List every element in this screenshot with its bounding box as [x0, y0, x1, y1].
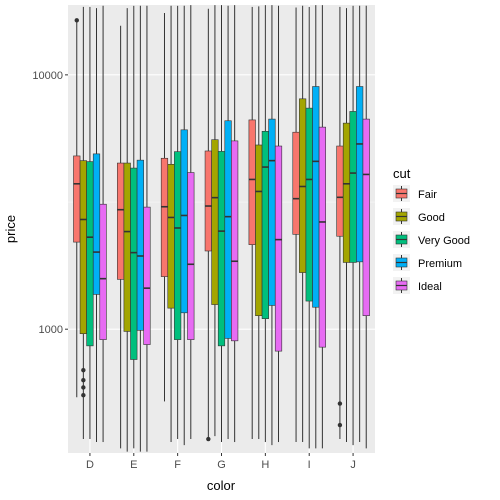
box-body	[123, 162, 131, 332]
legend-title: cut	[393, 166, 411, 181]
boxes-group	[73, 5, 370, 452]
legend-label: Very Good	[418, 235, 470, 247]
box-D-fair	[73, 18, 81, 398]
box-body	[217, 151, 226, 347]
box-J-very-good	[349, 5, 357, 446]
box-body	[167, 163, 175, 309]
box-J-ideal	[362, 5, 370, 449]
legend: cut Fair Good Very Good Premium Ideal	[393, 166, 470, 294]
outlier-point	[74, 18, 79, 23]
outlier-point	[81, 378, 86, 383]
box-body	[73, 155, 81, 243]
box-body	[99, 203, 107, 340]
box-body	[274, 145, 283, 352]
box-F-very-good	[174, 5, 182, 440]
box-body	[318, 126, 326, 348]
box-body	[117, 162, 125, 280]
box-body	[356, 86, 364, 263]
box-D-good	[79, 6, 87, 440]
box-body	[362, 118, 370, 316]
x-tick-label: D	[86, 459, 94, 471]
legend-label: Fair	[418, 189, 437, 201]
x-tick-label: H	[261, 459, 269, 471]
legend-key-premium: Premium	[393, 254, 462, 271]
outlier-point	[337, 401, 343, 406]
box-body	[342, 122, 351, 263]
legend-key-ideal: Ideal	[393, 277, 442, 294]
box-body	[224, 120, 232, 339]
box-body	[349, 111, 357, 263]
box-body	[231, 140, 239, 342]
x-tick-label: F	[174, 459, 181, 471]
box-body	[204, 150, 212, 252]
legend-key-good: Good	[393, 208, 445, 225]
legend-label: Premium	[418, 258, 462, 270]
box-body	[248, 119, 256, 245]
box-body	[92, 153, 101, 295]
box-E-ideal	[143, 5, 151, 452]
legend-key-fair: Fair	[393, 185, 437, 202]
outlier-point	[81, 393, 86, 398]
box-body	[255, 144, 263, 316]
x-tick-label: G	[217, 459, 226, 471]
box-body	[136, 159, 144, 331]
box-body	[261, 130, 269, 319]
legend-key-very-good: Very Good	[393, 231, 470, 248]
box-I-ideal	[318, 5, 326, 449]
box-body	[160, 157, 169, 277]
box-body	[336, 145, 344, 237]
y-tick-label: 1000	[39, 324, 63, 336]
x-tick-label: J	[350, 459, 356, 471]
box-body	[130, 167, 138, 360]
box-H-ideal	[274, 5, 283, 443]
legend-label: Good	[418, 212, 445, 224]
outlier-point	[81, 385, 86, 390]
box-D-ideal	[99, 5, 107, 443]
box-body	[187, 172, 195, 340]
x-axis: D E F G H I J	[86, 453, 356, 471]
x-tick-label: E	[130, 459, 137, 471]
legend-label: Ideal	[418, 281, 442, 293]
box-body	[299, 98, 307, 273]
x-axis-title: color	[207, 478, 236, 493]
box-body	[180, 129, 188, 314]
box-D-very-good	[86, 6, 94, 440]
box-G-ideal	[231, 5, 239, 443]
box-body	[292, 131, 300, 235]
box-body	[305, 107, 313, 302]
box-body	[211, 139, 219, 305]
box-body	[312, 86, 320, 308]
box-body	[86, 161, 94, 347]
outlier-point	[81, 367, 86, 373]
y-axis: 1000 10000	[32, 70, 68, 336]
box-F-ideal	[187, 5, 195, 440]
outlier-point	[337, 422, 343, 428]
box-body	[79, 160, 87, 335]
box-E-very-good	[130, 5, 138, 449]
box-H-very-good	[261, 5, 269, 443]
box-body	[268, 118, 276, 306]
y-axis-title: price	[3, 215, 18, 243]
y-tick-label: 10000	[32, 70, 63, 82]
box-D-premium	[92, 8, 101, 443]
box-J-good	[342, 8, 351, 443]
outlier-point	[206, 436, 211, 442]
box-F-fair	[160, 13, 169, 402]
x-tick-label: I	[308, 459, 311, 471]
box-body	[143, 206, 151, 345]
box-body	[174, 151, 182, 340]
